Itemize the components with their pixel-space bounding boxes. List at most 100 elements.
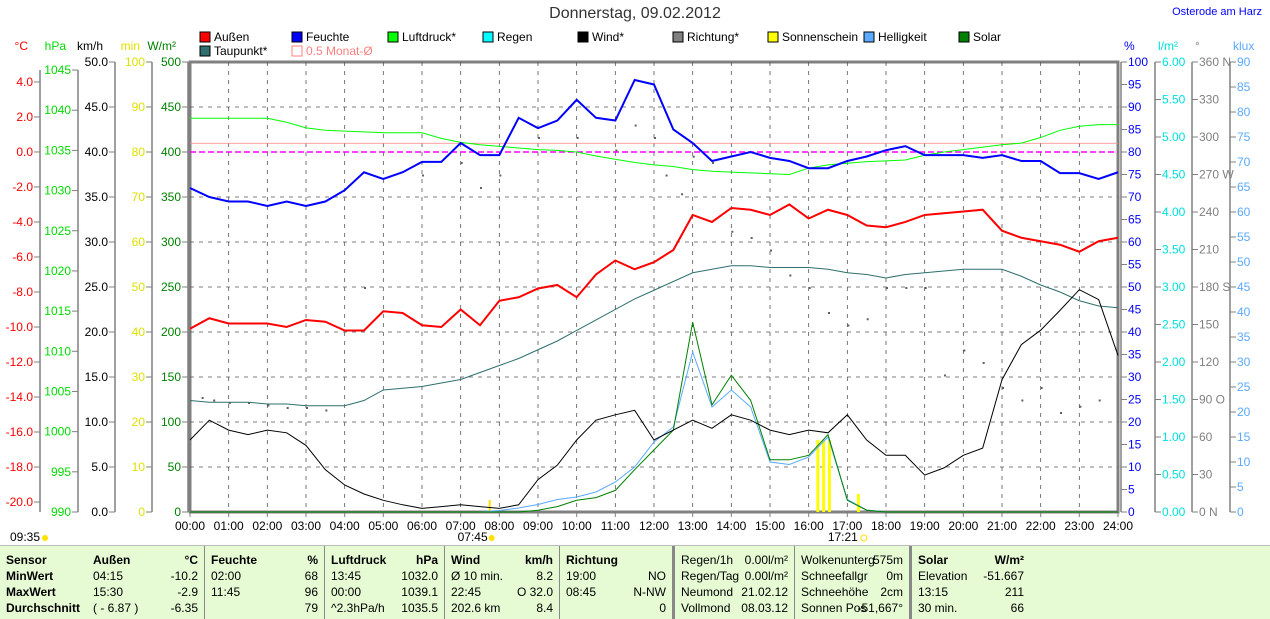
summary-row: 0: [566, 601, 666, 616]
axis-tick-label: 0.50: [1162, 468, 1186, 482]
axis-tick-label: 330: [1199, 93, 1219, 107]
x-tick-label: 04:00: [330, 519, 360, 533]
summary-label: Außen: [93, 553, 131, 567]
axis-tick-label: 6.00: [1162, 55, 1186, 69]
direction-point: [499, 174, 502, 177]
sunshine-bar: [822, 440, 826, 512]
summary-row: 08:45 N-NW: [566, 585, 666, 600]
summary-row: Neumond 21.02.12: [681, 585, 788, 600]
legend-swatch: [199, 31, 211, 43]
axis-tick-label: 5.0: [91, 460, 108, 474]
summary-label: 30 min.: [918, 601, 958, 615]
direction-point: [634, 124, 637, 127]
axis-tick-label: 45: [1128, 303, 1142, 317]
axis-tick-label: 300: [161, 235, 181, 249]
axis-tick-label: 250: [161, 280, 181, 294]
x-tick-label: 03:00: [291, 519, 321, 533]
x-tick-label: 02:00: [252, 519, 282, 533]
summary-label: Neumond: [681, 585, 734, 599]
axis-tick-label: 3.00: [1162, 280, 1186, 294]
direction-point: [480, 187, 482, 189]
axis-tick-label: 1020: [44, 264, 71, 278]
axis-tick-label: 0.00: [1162, 505, 1186, 519]
summary-label: MinWert: [6, 569, 54, 583]
summary-row: 04:15 -10.2: [93, 569, 198, 584]
axis-tick-label: 1005: [44, 384, 71, 398]
axis-tick-label: 25: [1237, 380, 1251, 394]
axis-tick-label: 1015: [44, 304, 71, 318]
x-tick-label: 14:00: [716, 519, 746, 533]
x-tick-label: 08:00: [484, 519, 514, 533]
summary-value: 8.2: [536, 569, 553, 583]
summary-label: ( - 6.87 ): [93, 601, 139, 615]
direction-point: [615, 149, 618, 152]
x-tick-label: 00:00: [175, 519, 205, 533]
summary-label: Wolkenunterg: [801, 553, 875, 567]
x-tick-label: 11:00: [601, 519, 630, 533]
summary-value: -10.2: [170, 569, 198, 583]
summary-row: Schneehöhe 2cm: [801, 585, 903, 600]
summary-row: Regen/Tag 0.00l/m²: [681, 569, 788, 584]
legend-item: Solar: [973, 30, 1001, 44]
direction-point: [866, 318, 869, 321]
axis-tick-label: 50: [1237, 255, 1251, 269]
summary-row: 13:15 211: [918, 585, 1024, 600]
axis-tick-label: 995: [51, 465, 71, 479]
legend-item: Richtung*: [687, 30, 739, 44]
axis-tick-label: 1025: [44, 224, 71, 238]
summary-row: 00:00 1039.1: [331, 585, 438, 600]
summary-row: 202.6 km 8.4: [451, 601, 553, 616]
series-line-solar: [190, 321, 1118, 513]
axis-tick-label: 60: [1199, 430, 1213, 444]
axis-tick-label: 20.0: [85, 325, 109, 339]
axis-tick-label: 360 N: [1199, 55, 1231, 69]
x-tick-label: 24:00: [1103, 519, 1133, 533]
axis-tick-label: 0: [138, 505, 145, 519]
axis-tick-label: 150: [161, 370, 181, 384]
summary-column: Regen/1h 0.00l/m² Regen/Tag 0.00l/m² Neumond…: [673, 546, 795, 619]
axis-tick-label: 1010: [44, 344, 71, 358]
axis-tick-label: 65: [1237, 180, 1251, 194]
summary-value: 1035.5: [401, 601, 438, 615]
summary-row: 11:45 96: [211, 585, 318, 600]
axis-tick-label: 75: [1128, 168, 1142, 182]
direction-point: [422, 174, 424, 177]
summary-label: Regen/1h: [681, 553, 734, 567]
axis-tick-label: -14.0: [6, 390, 34, 404]
direction-point: [692, 155, 695, 158]
summary-row: Ø 10 min. 8.2: [451, 569, 553, 584]
summary-label: 22:45: [451, 585, 482, 599]
summary-value: 8.4: [536, 601, 553, 615]
axis-tick-label: 0.0: [16, 145, 33, 159]
summary-label: ^2.3hPa/h: [331, 601, 385, 615]
direction-point: [808, 287, 811, 289]
axis-tick-label: 300: [1199, 130, 1219, 144]
summary-table: Sensor MinWert MaxWert Durchschnitt Außen °C 0…: [0, 545, 1270, 619]
axis-tick-label: 45: [1237, 280, 1251, 294]
direction-point: [1079, 405, 1082, 408]
sunrise-icon: [488, 535, 495, 541]
summary-row: 15:30 -2.9: [93, 585, 198, 600]
axis-tick-label: 1045: [44, 63, 71, 77]
axis-unit-hum: %: [1124, 39, 1135, 53]
summary-label: Schneehöhe: [801, 585, 869, 599]
summary-label: 13:15: [918, 585, 949, 599]
axis-tick-label: 85: [1128, 123, 1142, 137]
direction-point: [1098, 399, 1101, 402]
legend-swatch: [291, 31, 303, 43]
axis-tick-label: 0 N: [1199, 505, 1218, 519]
summary-label: Ø 10 min.: [451, 569, 504, 583]
direction-point: [770, 249, 772, 252]
axis-unit-rain: l/m²: [1158, 39, 1178, 53]
summary-label: 04:15: [93, 569, 124, 583]
axis-tick-label: 1035: [44, 143, 71, 157]
axis-tick-label: -2.0: [12, 180, 33, 194]
summary-row: Feuchte%: [211, 553, 318, 568]
legend-swatch: [767, 31, 779, 43]
axis-tick-label: 90: [132, 100, 146, 114]
direction-point: [963, 349, 966, 352]
axis-unit-sun: min: [121, 39, 140, 53]
axis-tick-label: 0: [174, 505, 181, 519]
axis-tick-label: 5.50: [1162, 93, 1186, 107]
summary-label: Wind: [451, 553, 481, 567]
